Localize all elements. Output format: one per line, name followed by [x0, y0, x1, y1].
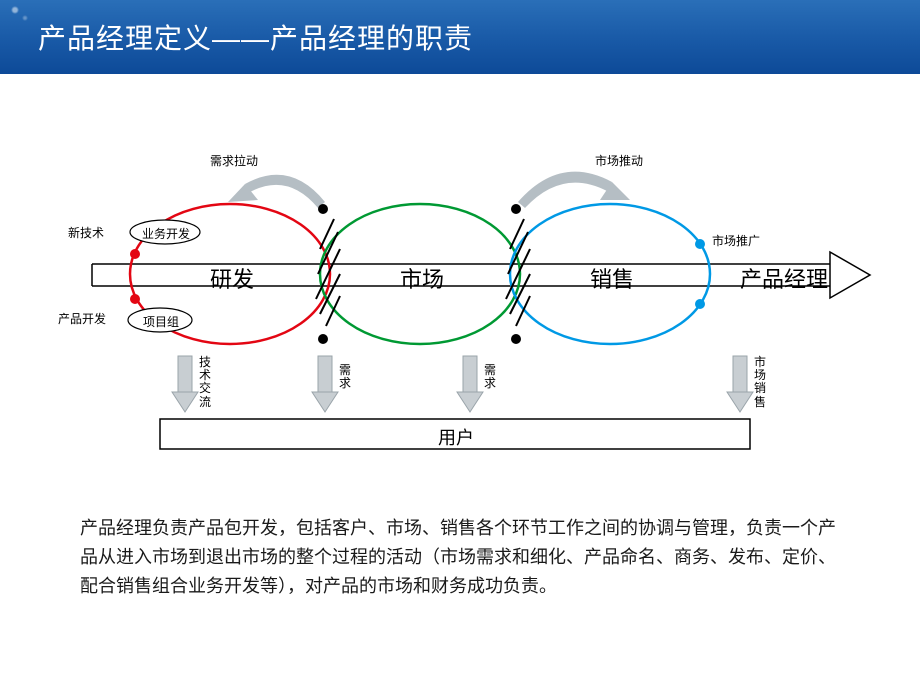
axis-arrowhead: [830, 252, 870, 298]
dot: [130, 294, 140, 304]
bottom-label-3: 需求: [483, 364, 497, 390]
dot: [695, 299, 705, 309]
side-label-marketing: 市场推广: [712, 232, 760, 249]
label-sales: 销售: [590, 262, 634, 294]
user-box-label: 用户: [438, 424, 474, 450]
hatch-right: [506, 219, 530, 326]
small-label-bizdev: 业务开发: [142, 225, 190, 242]
diagram: 研发 市场 销售 产品经理 业务开发 项目组 新技术 产品开发 市场推广 需求拉…: [0, 74, 920, 494]
label-pm: 产品经理: [740, 262, 828, 294]
bottom-arrow-4: [727, 356, 753, 412]
dot: [318, 204, 328, 214]
side-label-newtech: 新技术: [68, 224, 104, 241]
top-arrow-right: [518, 172, 630, 208]
slide-title: 产品经理定义——产品经理的职责: [38, 17, 473, 57]
bottom-label-2: 需求: [338, 364, 352, 390]
dot: [511, 204, 521, 214]
label-market: 市场: [400, 262, 444, 294]
bottom-arrow-3: [457, 356, 483, 412]
dot: [695, 239, 705, 249]
hatch-left: [316, 219, 340, 326]
bottom-arrow-1: [172, 356, 198, 412]
bottom-label-4: 市场销售: [753, 356, 767, 409]
small-label-team: 项目组: [143, 313, 179, 330]
side-label-proddev: 产品开发: [58, 310, 106, 327]
description-text: 产品经理负责产品包开发，包括客户、市场、销售各个环节工作之间的协调与管理，负责一…: [0, 494, 920, 600]
dot: [511, 334, 521, 344]
slide-header: 产品经理定义——产品经理的职责: [0, 0, 920, 74]
bottom-arrow-2: [312, 356, 338, 412]
dot: [130, 249, 140, 259]
label-rd: 研发: [210, 262, 254, 294]
top-label-pull: 需求拉动: [210, 152, 258, 169]
top-arrow-left: [228, 175, 325, 208]
dot: [318, 334, 328, 344]
top-label-push: 市场推动: [595, 152, 643, 169]
bottom-label-1: 技术交流: [198, 356, 212, 409]
